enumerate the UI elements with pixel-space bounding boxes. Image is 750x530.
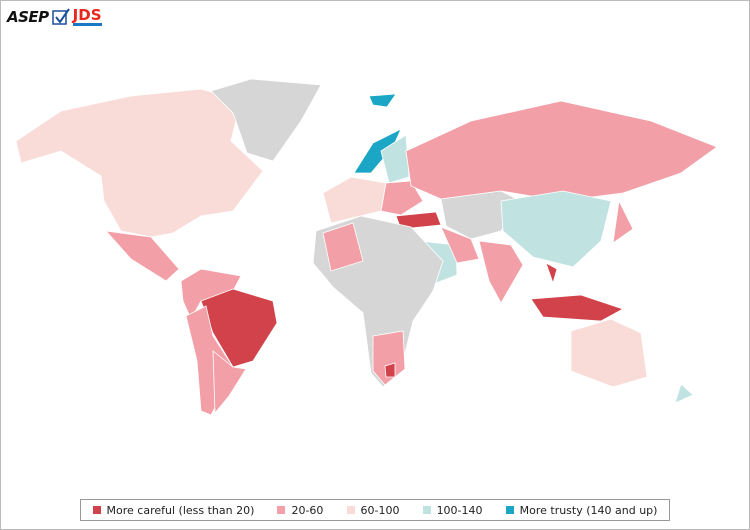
- nordics: [380, 134, 410, 184]
- legend-item: More careful (less than 20): [92, 503, 255, 517]
- legend-label: 60-100: [360, 503, 400, 517]
- legend-label: More trusty (140 and up): [519, 503, 658, 517]
- svalbard: [368, 93, 397, 108]
- legend-swatch: [92, 506, 101, 514]
- legend-label: 20-60: [291, 503, 324, 517]
- norway: [353, 128, 402, 174]
- legend: More careful (less than 20) 20-60 60-100 10…: [80, 499, 670, 521]
- legend-label: 100-140: [436, 503, 483, 517]
- legend-item: 20-60: [277, 504, 323, 517]
- mexico: [104, 230, 180, 282]
- check-icon: [51, 7, 70, 25]
- indonesia: [530, 294, 624, 322]
- australia: [570, 318, 648, 388]
- europe-east: [380, 180, 424, 216]
- countries: [15, 78, 718, 416]
- europe-west: [322, 176, 387, 224]
- legend-item: More trusty (140 and up): [505, 503, 658, 517]
- legend-item: 100-140: [422, 503, 483, 517]
- iran: [440, 226, 480, 264]
- brazil: [200, 288, 278, 368]
- legend-item: 60-100: [346, 503, 400, 517]
- logo-text: ASEP: [7, 7, 49, 26]
- north-america: [15, 88, 264, 238]
- logo-text: JDS: [72, 6, 102, 26]
- legend-swatch: [277, 506, 286, 514]
- india: [478, 240, 524, 304]
- greenland: [210, 78, 322, 162]
- japan: [612, 199, 634, 244]
- russia: [405, 100, 718, 202]
- legend-swatch: [422, 506, 431, 514]
- logo: ASEP JDS: [7, 7, 102, 26]
- china: [500, 190, 612, 268]
- legend-swatch: [505, 506, 514, 514]
- legend-swatch: [346, 506, 355, 514]
- thailand: [545, 262, 558, 285]
- argentina: [212, 350, 247, 415]
- world-map: [15, 78, 718, 416]
- new-zealand: [674, 383, 694, 404]
- lesotho: [384, 362, 396, 378]
- north-africa: [322, 222, 364, 272]
- legend-label: More careful (less than 20): [106, 503, 255, 517]
